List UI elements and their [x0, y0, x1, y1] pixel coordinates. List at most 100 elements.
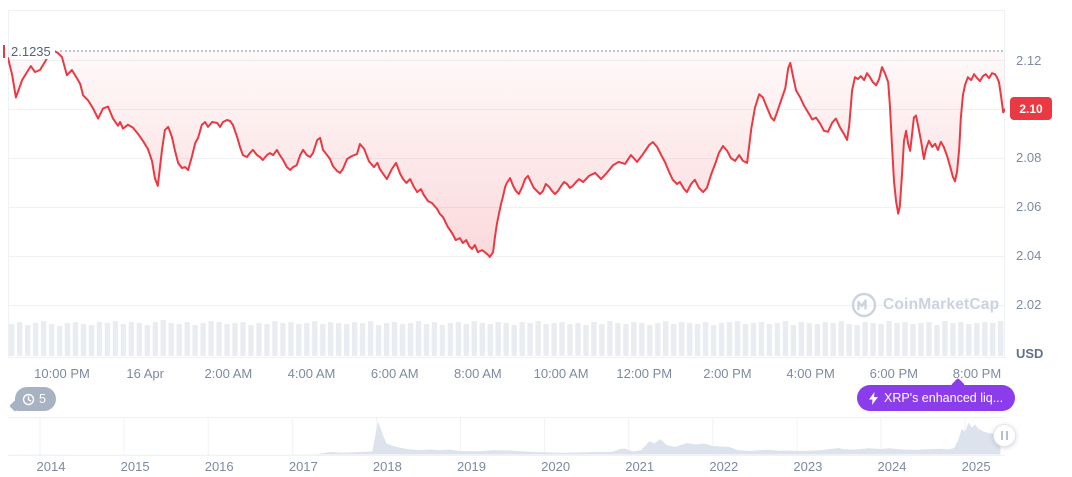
volume-bar [726, 322, 733, 356]
volume-bar [184, 322, 190, 356]
volume-bar [766, 324, 773, 356]
nav-year-label: 2014 [36, 459, 66, 474]
volume-bar [423, 324, 430, 356]
range-navigator[interactable] [8, 417, 1005, 456]
volume-bar [774, 323, 781, 356]
x-axis-label: 6:00 PM [869, 366, 919, 381]
price-line [8, 49, 1005, 258]
volume-bar [519, 322, 525, 356]
x-axis-label: 10:00 AM [533, 366, 589, 381]
volume-bar [288, 322, 294, 356]
price-area-fill [8, 50, 1005, 258]
nav-year-label: 2022 [709, 459, 739, 474]
volume-bar [352, 322, 358, 356]
volume-bar [982, 322, 988, 356]
volume-bar [272, 321, 278, 356]
nav-year-label: 2021 [625, 459, 655, 474]
volume-bar [718, 323, 725, 356]
volume-bar [862, 322, 868, 356]
price-chart[interactable] [8, 10, 1005, 358]
volume-bar [399, 324, 406, 356]
volume-bar [878, 324, 884, 356]
volume-bar [527, 323, 533, 356]
volume-bar [623, 324, 629, 356]
volume-bar [750, 323, 757, 356]
volume-bar [942, 321, 948, 356]
watch-count-badge[interactable]: 5 [15, 387, 56, 411]
volume-bar [838, 321, 844, 356]
volume-bar [702, 322, 709, 356]
volume-bar [687, 323, 693, 356]
volume-bar [447, 323, 454, 356]
volume-bar [950, 323, 956, 356]
volume-bar [639, 323, 645, 356]
volume-bar [814, 324, 820, 356]
volume-bar [120, 324, 127, 356]
volume-bar [894, 323, 900, 356]
volume-bar [248, 325, 254, 356]
coinmarketcap-watermark: CoinMarketCap [851, 292, 999, 318]
y-axis-label: 2.08 [1016, 150, 1042, 165]
volume-bar [104, 323, 111, 356]
volume-bar [503, 323, 509, 356]
announcement-label: XRP's enhanced liq... [884, 391, 1004, 405]
volume-bar [710, 325, 717, 356]
current-price-badge: 2.10 [1010, 97, 1052, 120]
announcement-button[interactable]: XRP's enhanced liq... [857, 385, 1016, 411]
lightning-icon [869, 391, 878, 405]
navigator-area [10, 421, 1001, 455]
volume-bars [9, 320, 1004, 356]
volume-bar [663, 321, 669, 356]
volume-bar [854, 325, 860, 356]
volume-bar [9, 324, 15, 356]
volume-bar [367, 321, 374, 356]
nav-year-label: 2020 [541, 459, 571, 474]
volume-bar [391, 322, 398, 356]
volume-bar [455, 322, 462, 356]
volume-bar [782, 321, 789, 356]
volume-bar [902, 322, 908, 356]
volume-bar [926, 322, 932, 356]
volume-bar [56, 326, 63, 356]
volume-bar [886, 321, 892, 356]
open-price-tick [3, 45, 5, 58]
volume-bar [128, 322, 134, 356]
volume-bar [328, 322, 334, 356]
x-axis-label: 12:00 PM [616, 366, 673, 381]
open-price-line [60, 50, 1003, 52]
volume-bar [168, 323, 174, 356]
volume-bar [17, 322, 23, 356]
y-axis-label: 2.04 [1016, 248, 1042, 263]
y-axis-label: 2.12 [1016, 53, 1042, 68]
y-axis-unit-label: USD [1016, 346, 1044, 361]
volume-bar [80, 324, 87, 356]
gridline [8, 256, 1005, 257]
volume-bar [694, 324, 701, 356]
volume-bar [742, 324, 749, 356]
x-axis-label: 8:00 PM [952, 366, 1002, 381]
range-handle[interactable] [993, 424, 1016, 447]
volume-bar [830, 323, 836, 356]
gridline [8, 207, 1005, 208]
volume-bar [240, 322, 246, 356]
volume-bar [471, 321, 477, 356]
volume-bar [655, 323, 661, 356]
volume-bar [559, 322, 565, 356]
volume-bar [671, 324, 677, 356]
volume-bar [870, 323, 876, 356]
volume-bar [415, 321, 422, 356]
volume-bar [359, 323, 366, 356]
volume-bar [200, 323, 206, 356]
volume-bar [407, 323, 414, 356]
nav-year-label: 2015 [120, 459, 150, 474]
volume-bar [375, 325, 382, 356]
volume-bar [966, 324, 972, 356]
volume-bar [152, 322, 158, 356]
volume-bar [232, 323, 238, 356]
chart-panel [8, 10, 1005, 358]
x-axis-label: 4:00 PM [786, 366, 835, 381]
volume-bar [383, 323, 390, 356]
volume-bar [40, 321, 47, 356]
volume-bar [96, 322, 103, 356]
